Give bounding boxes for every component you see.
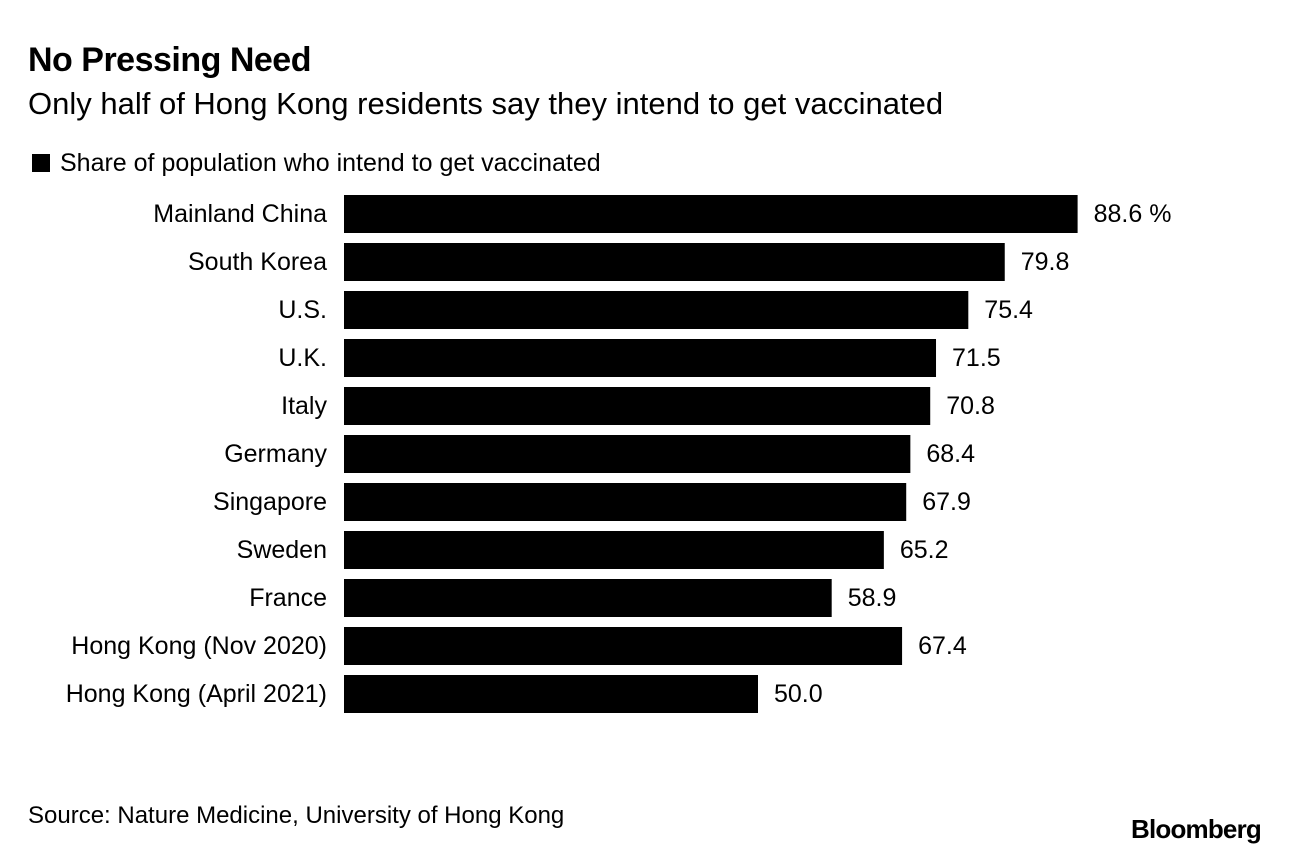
category-label: France <box>249 584 327 612</box>
category-label: Hong Kong (April 2021) <box>66 680 327 708</box>
category-label: Mainland China <box>153 200 327 228</box>
value-label: 70.8 <box>946 392 995 420</box>
category-label: Italy <box>281 392 327 420</box>
value-label: 75.4 <box>984 296 1033 324</box>
value-label: 88.6 % <box>1094 200 1172 228</box>
category-label: U.K. <box>278 344 327 372</box>
category-label: Hong Kong (Nov 2020) <box>71 632 327 660</box>
category-label: Sweden <box>237 536 327 564</box>
chart-subtitle: Only half of Hong Kong residents say the… <box>28 86 944 121</box>
legend: Share of population who intend to get va… <box>32 147 601 179</box>
category-label: South Korea <box>188 248 327 276</box>
bar-chart: Mainland China 88.6 % South Korea 79.8 U.S. 7… <box>66 195 1172 713</box>
bloomberg-logo: Bloomberg <box>1130 814 1262 844</box>
legend-label: Share of population who intend to get va… <box>60 148 601 177</box>
category-label: Germany <box>224 440 327 468</box>
bar <box>344 195 1078 233</box>
bar <box>344 579 832 617</box>
legend-swatch <box>32 154 50 172</box>
value-label: 65.2 <box>900 536 949 564</box>
bar <box>344 531 884 569</box>
bar <box>344 243 1005 281</box>
bar <box>344 675 758 713</box>
value-label: 68.4 <box>926 440 975 468</box>
bar <box>344 387 931 425</box>
source-note: Source: Nature Medicine, University of H… <box>28 802 565 829</box>
value-label: 58.9 <box>848 584 897 612</box>
value-label: 71.5 <box>952 344 1001 372</box>
value-label: 67.9 <box>922 488 971 516</box>
value-label: 50.0 <box>774 680 823 708</box>
value-label: 67.4 <box>918 632 967 660</box>
category-label: Singapore <box>213 488 327 516</box>
bar <box>344 627 903 665</box>
chart-title: No Pressing Need <box>28 41 311 79</box>
category-label: U.S. <box>278 296 327 324</box>
bar <box>344 435 911 473</box>
bar <box>344 291 969 329</box>
bar <box>344 339 937 377</box>
bar <box>344 483 907 521</box>
value-label: 79.8 <box>1021 248 1070 276</box>
